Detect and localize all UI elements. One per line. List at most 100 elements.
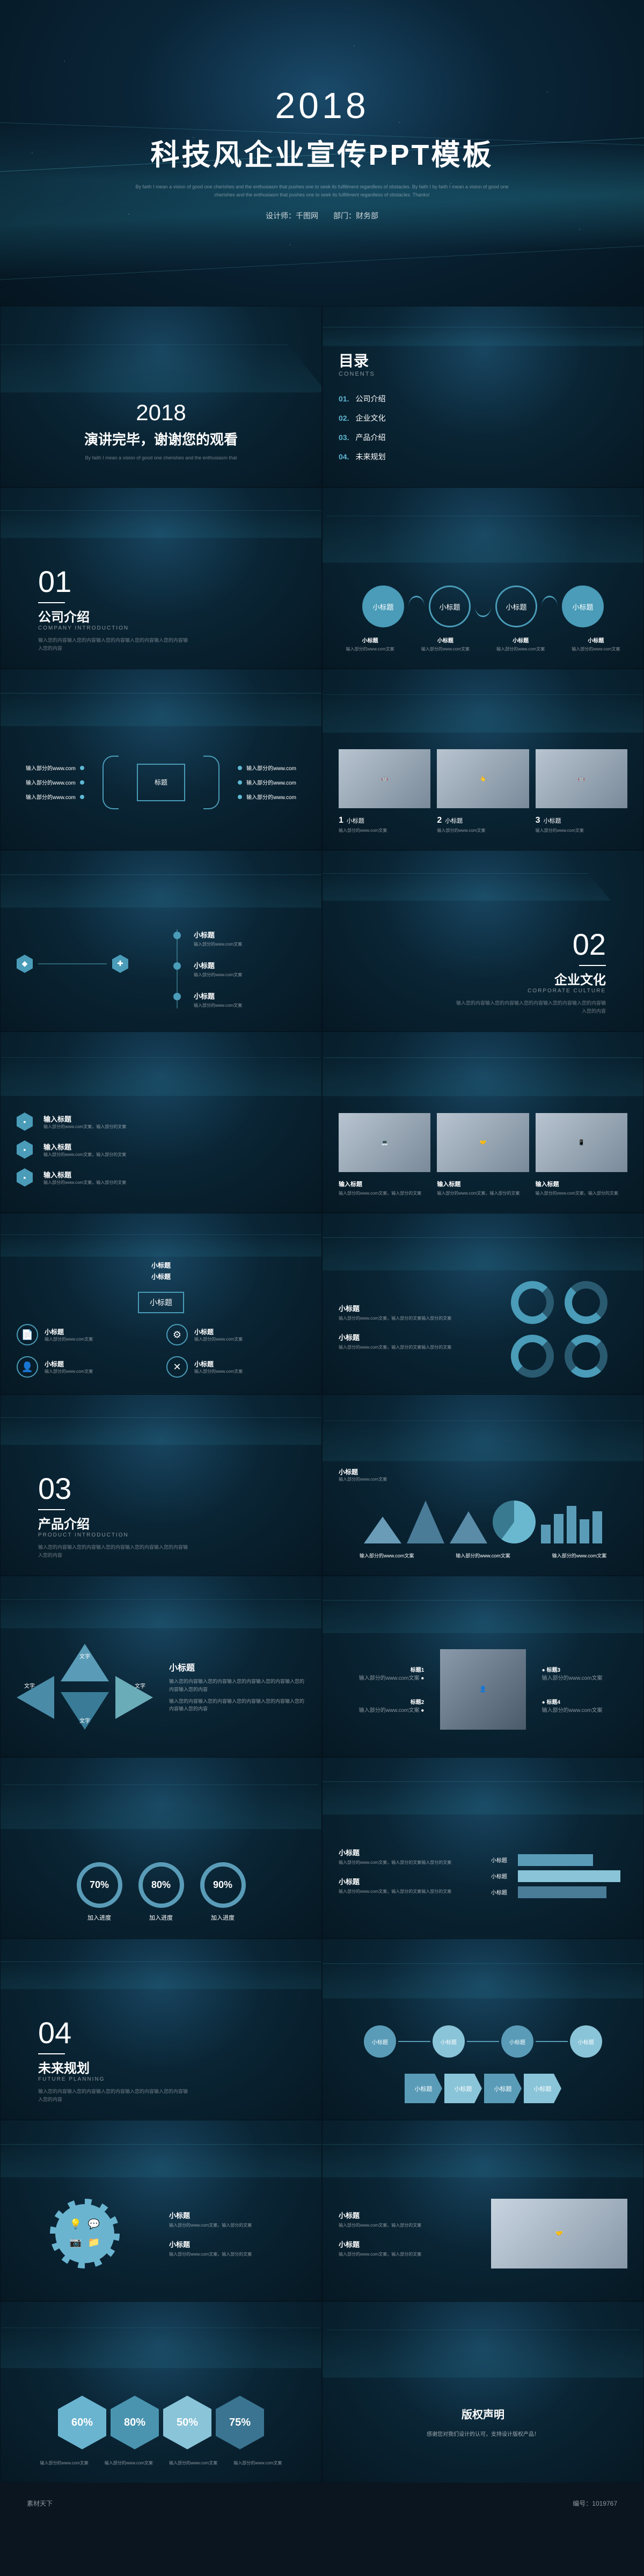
section-01: 01 公司介绍 COMPANY INTRODUCTION 输入您的内容输入您的内…	[0, 487, 322, 669]
close-icon: ✕	[166, 1356, 188, 1378]
images-3b-slide: 💻 🤝 📱 输入标题输入部分的www.com文案，输入部分的文案 输入标题输入部…	[322, 1031, 644, 1213]
bracket-right: 输入部分的www.com 输入部分的www.com 输入部分的www.com	[238, 764, 296, 801]
declare-slide: 版权声明 感谢您对我们设计的认可，支持设计版权产品！	[322, 2301, 644, 2483]
hex-stat: 60%	[58, 2396, 106, 2449]
toc-title: 目录	[339, 349, 369, 371]
hex-icon: ▪	[17, 1168, 33, 1187]
chat-icon: 💬	[88, 2219, 100, 2230]
footer-id: 编号：1019767	[573, 2499, 617, 2508]
footer-source: 素材天下	[27, 2499, 53, 2508]
triangle-diagram: 文字 文字 文字 文字	[17, 1644, 153, 1730]
donut-chart	[491, 1281, 627, 1378]
hex-icon: ✚	[112, 955, 128, 973]
arrow-block: 小标题	[405, 2074, 442, 2103]
hex-stat: 50%	[163, 2396, 211, 2449]
hex-stat: 75%	[216, 2396, 264, 2449]
hero-subtitle: By faith I mean a vision of good one che…	[134, 183, 510, 199]
doc-icon: 📄	[17, 1324, 38, 1345]
end-slide: 2018 演讲完毕，谢谢您的观看 By faith I mean a visio…	[0, 306, 322, 487]
bulb-icon: 💡	[70, 2219, 82, 2230]
folder-icon: 📁	[88, 2237, 100, 2248]
pie-chart	[493, 1501, 536, 1543]
circle-item: 小标题	[495, 586, 537, 627]
end-sub: By faith I mean a vision of good one che…	[85, 455, 237, 460]
num-label: 3小标题输入部分的www.com文案	[536, 816, 627, 833]
progress-circle: 70%	[77, 1862, 122, 1908]
image-placeholder: 💻	[339, 1113, 430, 1172]
hex-list-slide: ▪输入标题输入部分的www.com文案，输入部分的文案 ▪输入标题输入部分的ww…	[0, 1031, 322, 1213]
image-placeholder: 🤖	[339, 749, 430, 808]
triangle-slide: 文字 文字 文字 文字 小标题 输入您的内容输入您的内容输入您的内容输入您的内容…	[0, 1576, 322, 1757]
toc-sub: CONENTS	[339, 371, 375, 377]
donut-slide: 小标题 输入部分的www.com文案，输入部分的文案输入部分的文案 小标题 输入…	[322, 1213, 644, 1394]
num-label: 1小标题输入部分的www.com文案	[339, 816, 430, 833]
slide-grid: 2018 演讲完毕，谢谢您的观看 By faith I mean a visio…	[0, 306, 644, 2483]
end-year: 2018	[136, 400, 186, 426]
page-footer: 素材天下 编号：1019767	[0, 2483, 644, 2524]
handshake-slide: 小标题 输入部分的www.com文案，输入部分的文案 小标题 输入部分的www.…	[322, 2120, 644, 2301]
circles-row: 小标题 小标题 小标题 小标题	[339, 586, 627, 627]
color-bars: 小标题 小标题 小标题	[491, 1854, 627, 1898]
toc-slide: 目录 CONENTS 01.公司介绍 02.企业文化 03.产品介绍 04.未来…	[322, 306, 644, 487]
circle-item: 小标题	[429, 586, 471, 627]
user-icon: 👤	[17, 1356, 38, 1378]
circle-item: 小标题	[562, 586, 604, 627]
hex-icon: ▪	[17, 1140, 33, 1159]
section-04: 04 未来规划 FUTURE PLANNING 输入您的内容输入您的内容输入您的…	[0, 1938, 322, 2120]
colorbar-slide: 小标题 输入部分的www.com文案，输入部分的文案输入部分的文案 小标题 输入…	[322, 1757, 644, 1938]
toc-item: 03.产品介绍	[339, 432, 385, 443]
camera-icon: 📷	[70, 2237, 82, 2248]
image-placeholder: 🤝	[437, 1113, 529, 1172]
toc-item: 04.未来规划	[339, 451, 385, 462]
box-title: 小标题	[138, 1292, 184, 1313]
toc-list: 01.公司介绍 02.企业文化 03.产品介绍 04.未来规划	[339, 393, 385, 471]
timeline: 小标题输入部分的www.com文案 小标题输入部分的www.com文案 小标题输…	[177, 930, 305, 1008]
hex-timeline-slide: ◆ ✚ 小标题输入部分的www.com文案 小标题输入部分的www.com文案 …	[0, 850, 322, 1031]
image-placeholder: 🤖	[536, 749, 627, 808]
face-info-slide: 标题1输入部分的www.com文案 ● 标题2输入部分的www.com文案 ● …	[322, 1576, 644, 1757]
hex-big-slide: 60% 80% 50% 75% 输入部分的www.com文案输入部分的www.c…	[0, 2301, 322, 2483]
hero-slide: 2018 科技风企业宣传PPT模板 By faith I mean a visi…	[0, 0, 644, 306]
gear-slide: 💡 💬 📷 📁 小标题 输入部分的www.com文案，输入部分的文案 小标题 输…	[0, 2120, 322, 2301]
section-03: 03 产品介绍 PRODUCT INTRODUCTION 输入您的内容输入您的内…	[0, 1394, 322, 1576]
declare-title: 版权声明	[339, 2406, 627, 2421]
arrow-block: 小标题	[484, 2074, 522, 2103]
gear-icon: 💡 💬 📷 📁	[55, 2204, 114, 2263]
hero-year: 2018	[275, 85, 369, 127]
hero-meta: 设计师：千图网 部门：财务部	[266, 210, 378, 221]
bracket-slide: 输入部分的www.com 输入部分的www.com 输入部分的www.com 标…	[0, 669, 322, 850]
image-placeholder: 📱	[536, 1113, 627, 1172]
sec-desc: 输入您的内容输入您的内容输入您的内容输入您的内容输入您的内容输入您的内容	[38, 636, 188, 652]
circle-item: 小标题	[362, 586, 404, 627]
images-3-slide: 🤖 👆 🤖 1小标题输入部分的www.com文案 2小标题输入部分的www.co…	[322, 669, 644, 850]
mini-chart-slide: 小标题 输入部分的www.com文案 输入部分的www.com文案 输入部分的w…	[322, 1394, 644, 1576]
end-line: 演讲完毕，谢谢您的观看	[84, 429, 238, 449]
image-placeholder: 👆	[437, 749, 529, 808]
sec-num: 01	[38, 564, 305, 599]
progress-circle: 80%	[138, 1862, 184, 1908]
num-label: 2小标题输入部分的www.com文案	[437, 816, 529, 833]
progress-circle: 90%	[200, 1862, 246, 1908]
mini-chart	[339, 1498, 627, 1543]
image-placeholder: 👤	[440, 1649, 525, 1730]
arrow-block: 小标题	[524, 2074, 561, 2103]
bracket-center: 标题	[137, 764, 185, 801]
bracket-left: 输入部分的www.com 输入部分的www.com 输入部分的www.com	[26, 764, 84, 801]
image-placeholder: 🤝	[491, 2199, 627, 2268]
icon-grid-slide: 小标题小标题 小标题 📄小标题输入部分的www.com文案 ⚙小标题输入部分的w…	[0, 1213, 322, 1394]
hex-row: 60% 80% 50% 75%	[17, 2396, 305, 2449]
hero-title: 科技风企业宣传PPT模板	[150, 131, 493, 173]
arrow-block: 小标题	[444, 2074, 482, 2103]
declare-desc: 感谢您对我们设计的认可，支持设计版权产品！	[339, 2430, 627, 2440]
progress-slide: 70%加入进度 80%加入进度 90%加入进度	[0, 1757, 322, 1938]
flow-row: 小标题 小标题 小标题 小标题	[339, 2025, 627, 2058]
section-02: 02 企业文化 CORPORATE CULTURE 输入您的内容输入您的内容输入…	[322, 850, 644, 1031]
hex-stat: 80%	[111, 2396, 159, 2449]
sec-sub: COMPANY INTRODUCTION	[38, 625, 305, 631]
flow-slide: 小标题 小标题 小标题 小标题 小标题 小标题 小标题 小标题	[322, 1938, 644, 2120]
gear-icon: ⚙	[166, 1324, 188, 1345]
toc-item: 01.公司介绍	[339, 393, 385, 404]
bar-chart	[541, 1501, 602, 1543]
toc-item: 02.企业文化	[339, 413, 385, 423]
sec-title: 公司介绍	[38, 606, 305, 625]
